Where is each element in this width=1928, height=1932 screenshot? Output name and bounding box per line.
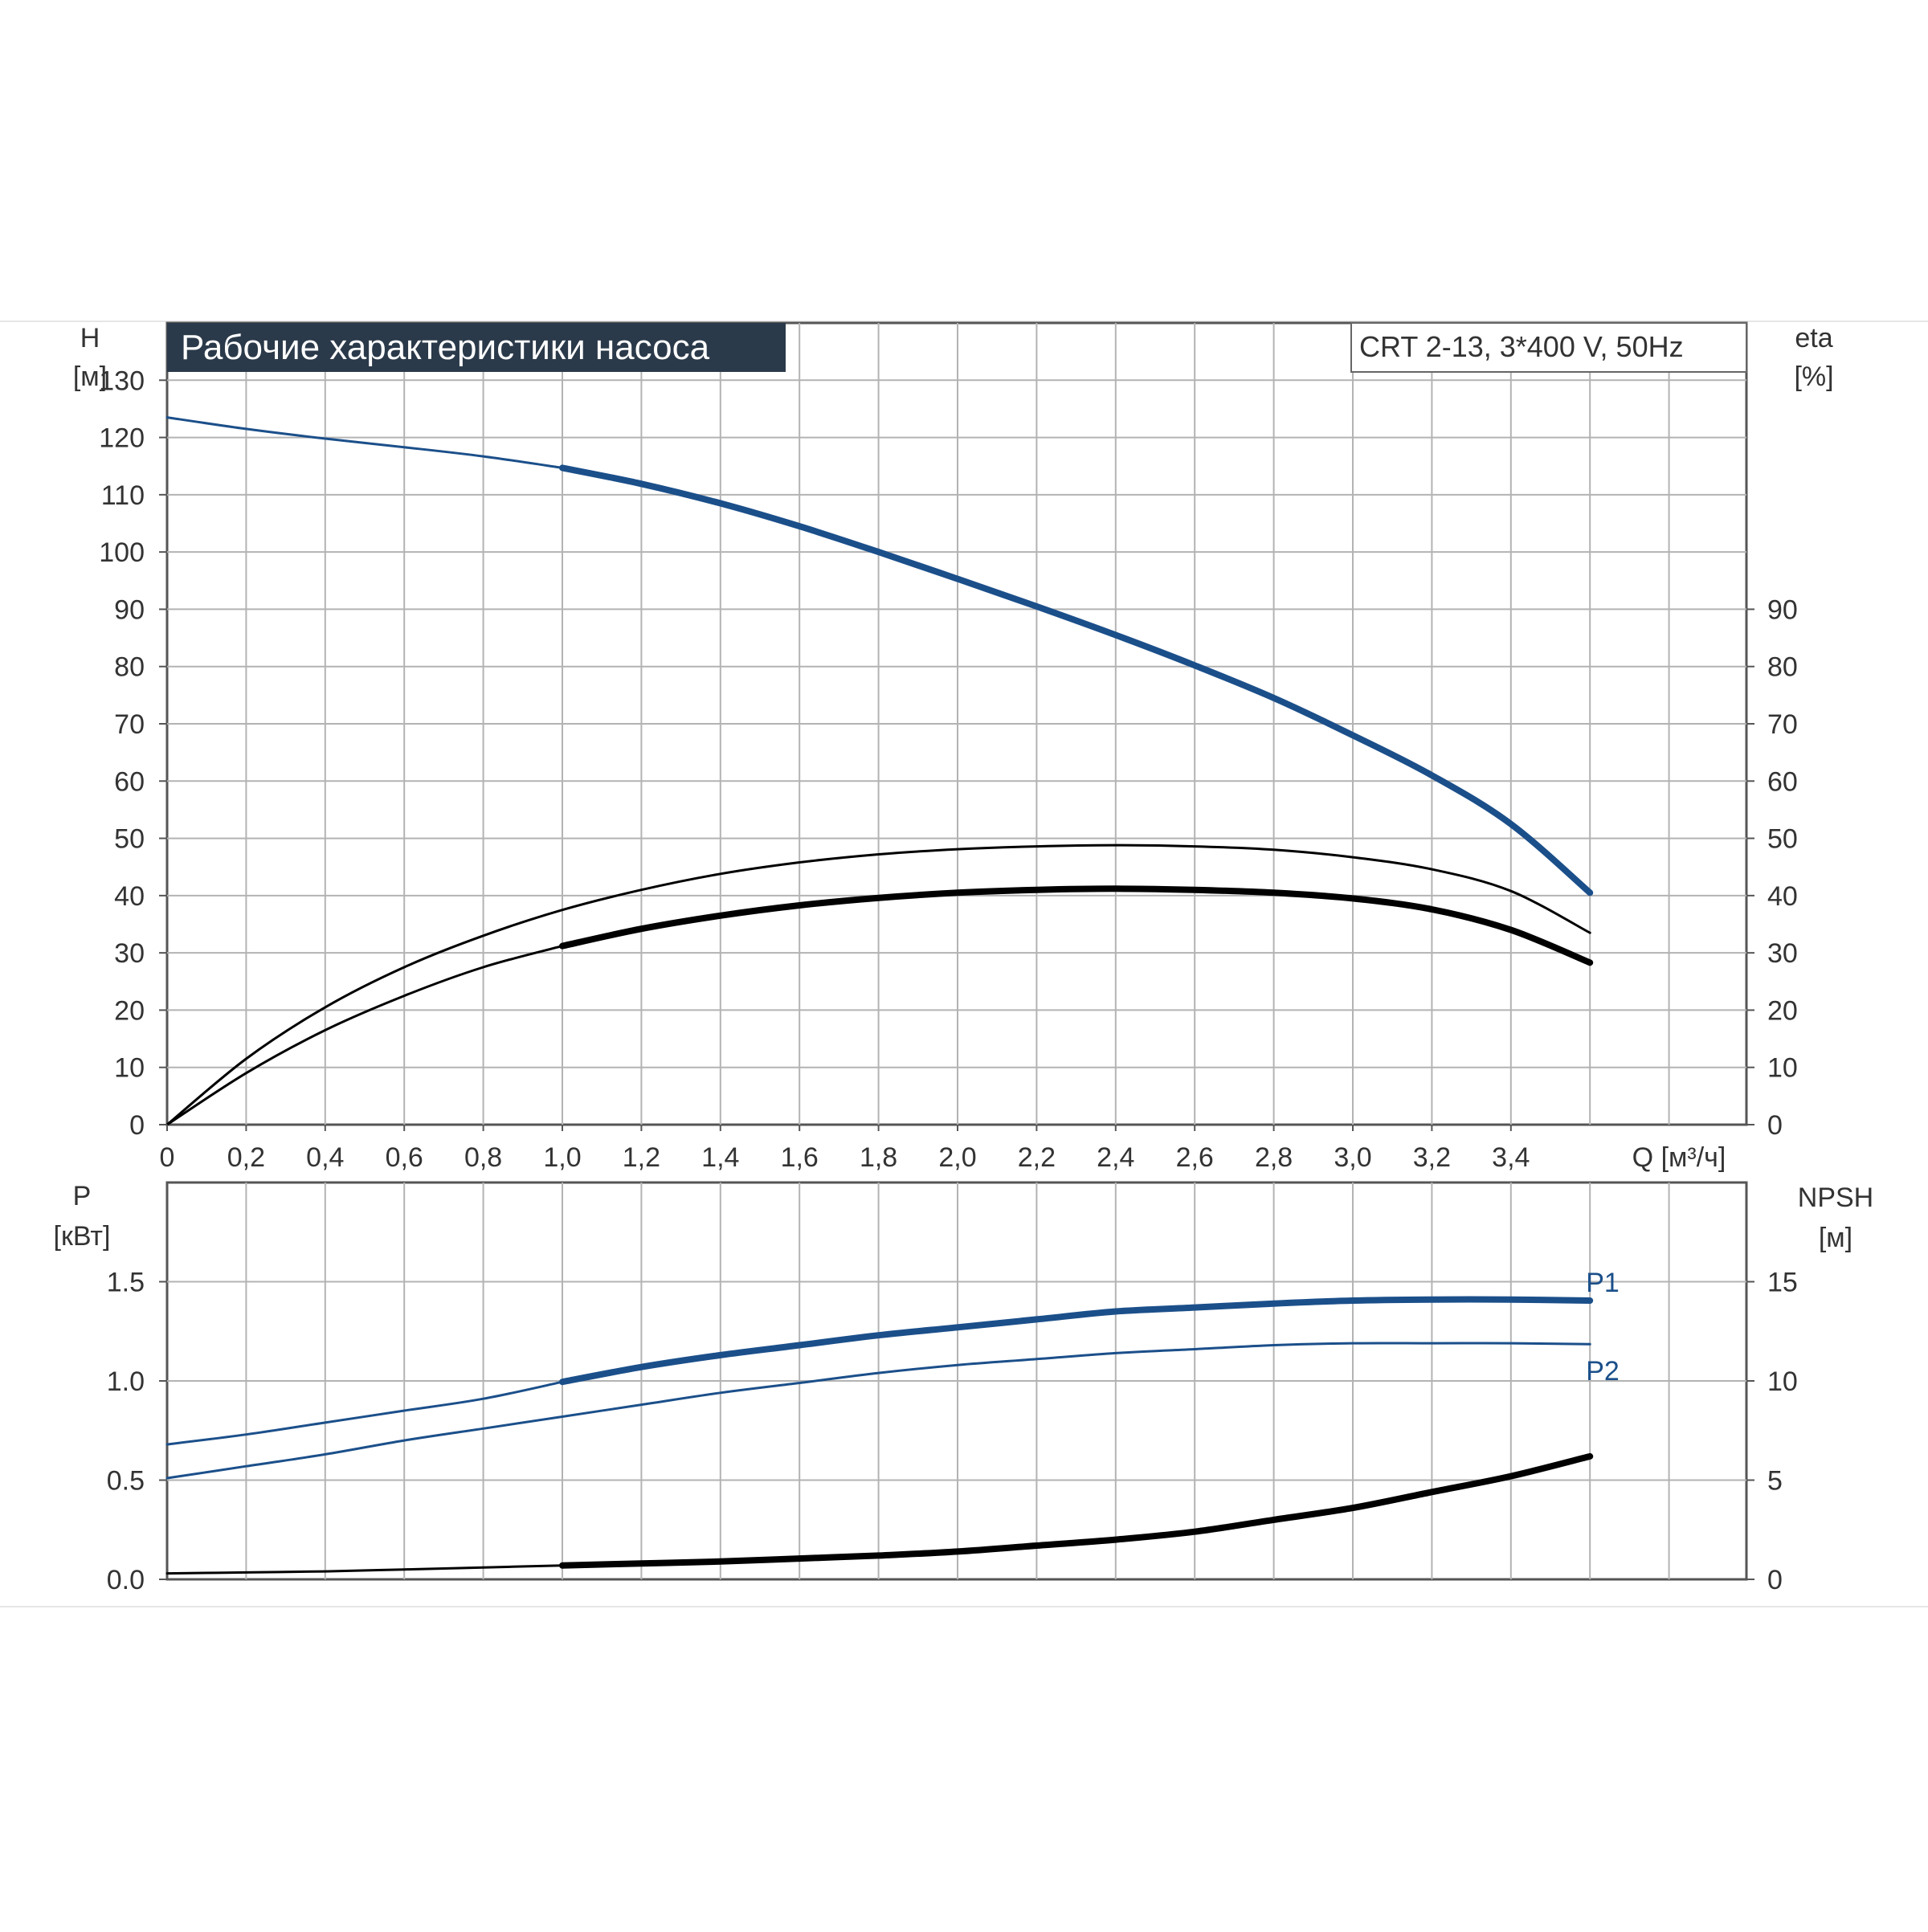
x-tick-label: 1,2 [623, 1142, 660, 1173]
h-tick-label: 130 [99, 366, 145, 396]
p-tick-label: 0.5 [107, 1466, 145, 1497]
x-tick-label: 1,8 [860, 1142, 897, 1173]
p2-series-label: P2 [1586, 1356, 1620, 1387]
x-tick-label: 0,2 [227, 1142, 265, 1173]
p-tick-label: 0.0 [107, 1565, 145, 1595]
h-tick-label: 70 [114, 709, 145, 740]
x-tick-label: 3,0 [1334, 1142, 1371, 1173]
eta-tick-label: 20 [1767, 995, 1798, 1026]
eta-tick-label: 40 [1767, 881, 1798, 912]
h-tick-label: 30 [114, 938, 145, 969]
top-grid [165, 321, 1748, 1126]
npsh-tick-label: 5 [1767, 1466, 1783, 1497]
top-series-group [165, 416, 1594, 1126]
series-h-line [559, 464, 1594, 897]
series-p1-line [559, 1296, 1594, 1386]
p-axis-unit: [кВт] [54, 1221, 111, 1252]
h-tick-label: 40 [114, 881, 145, 912]
x-tick-label: 0 [160, 1142, 175, 1173]
top-tick-labels: 0 0,2 0,4 0,6 0,8 1,0 1,2 1,4 1,6 1,8 2,0 2,2 2,4 2,6… [99, 366, 1798, 1173]
h-axis-label: H [80, 323, 100, 353]
npsh-tick-label: 15 [1767, 1268, 1798, 1298]
eta-tick-label: 10 [1767, 1053, 1798, 1084]
eta-tick-label: 30 [1767, 938, 1798, 969]
eta-tick-label: 60 [1767, 766, 1798, 797]
eta-tick-label: 80 [1767, 652, 1798, 683]
h-tick-label: 100 [99, 537, 145, 568]
h-tick-label: 60 [114, 766, 145, 797]
series-npsh-thin-line [165, 1564, 564, 1575]
x-tick-label: 1,4 [701, 1142, 739, 1173]
x-tick-label: 2,0 [938, 1142, 976, 1173]
series-eta-lower-thin-line [165, 945, 564, 1126]
x-tick-label: 3,2 [1413, 1142, 1451, 1173]
x-tick-label: 2,2 [1018, 1142, 1056, 1173]
h-tick-label: 80 [114, 652, 145, 683]
x-tick-label: 3,4 [1492, 1142, 1530, 1173]
chart-title-background [167, 323, 786, 372]
npsh-tick-label: 10 [1767, 1366, 1798, 1397]
npsh-axis-label: NPSH [1798, 1182, 1873, 1213]
h-tick-label: 20 [114, 995, 145, 1026]
series-eta-upper-thin-line [165, 843, 1591, 1126]
series-npsh-line [559, 1452, 1594, 1569]
q-axis-label: Q [м³/ч] [1632, 1142, 1726, 1173]
model-label: CRT 2-13, 3*400 V, 50Hz [1359, 330, 1684, 363]
x-tick-label: 0,6 [386, 1142, 423, 1173]
eta-tick-label: 50 [1767, 824, 1798, 855]
series-eta-lower-line [559, 885, 1594, 966]
h-tick-label: 120 [99, 423, 145, 454]
eta-tick-label: 0 [1767, 1110, 1783, 1141]
npsh-axis-unit: [м] [1819, 1223, 1852, 1253]
p-axis-label: P [73, 1181, 92, 1211]
h-tick-label: 50 [114, 824, 145, 855]
x-tick-label: 2,4 [1097, 1142, 1134, 1173]
bottom-tick-labels: 0.0 0.5 1.0 1.5 0 5 10 15 [107, 1268, 1798, 1596]
p-tick-label: 1.5 [107, 1268, 145, 1298]
x-tick-label: 0,8 [464, 1142, 502, 1173]
series-h-thin-line [165, 416, 564, 469]
chart-title: Рабочие характеристики насоса [181, 328, 710, 367]
eta-axis-unit: [%] [1794, 361, 1833, 392]
series-p2-thin-line [165, 1342, 1591, 1480]
x-tick-label: 1,0 [543, 1142, 581, 1173]
h-tick-label: 110 [101, 480, 145, 511]
p1-series-label: P1 [1586, 1268, 1620, 1298]
bottom-series-group [165, 1296, 1594, 1575]
x-tick-label: 1,6 [781, 1142, 819, 1173]
x-tick-label: 2,8 [1255, 1142, 1293, 1173]
eta-tick-label: 70 [1767, 709, 1798, 740]
h-axis-unit: [м] [73, 361, 107, 392]
x-tick-label: 0,4 [306, 1142, 344, 1173]
x-tick-label: 2,6 [1176, 1142, 1214, 1173]
bottom-grid [165, 1181, 1748, 1581]
h-tick-label: 0 [129, 1110, 145, 1141]
p-tick-label: 1.0 [107, 1366, 145, 1397]
eta-tick-label: 90 [1767, 594, 1798, 625]
h-tick-label: 90 [114, 594, 145, 625]
eta-axis-label: eta [1795, 323, 1832, 353]
series-p1-thin-line [165, 1380, 564, 1446]
h-tick-label: 10 [114, 1053, 145, 1084]
npsh-tick-label: 0 [1767, 1565, 1783, 1595]
model-box [1350, 322, 1747, 373]
